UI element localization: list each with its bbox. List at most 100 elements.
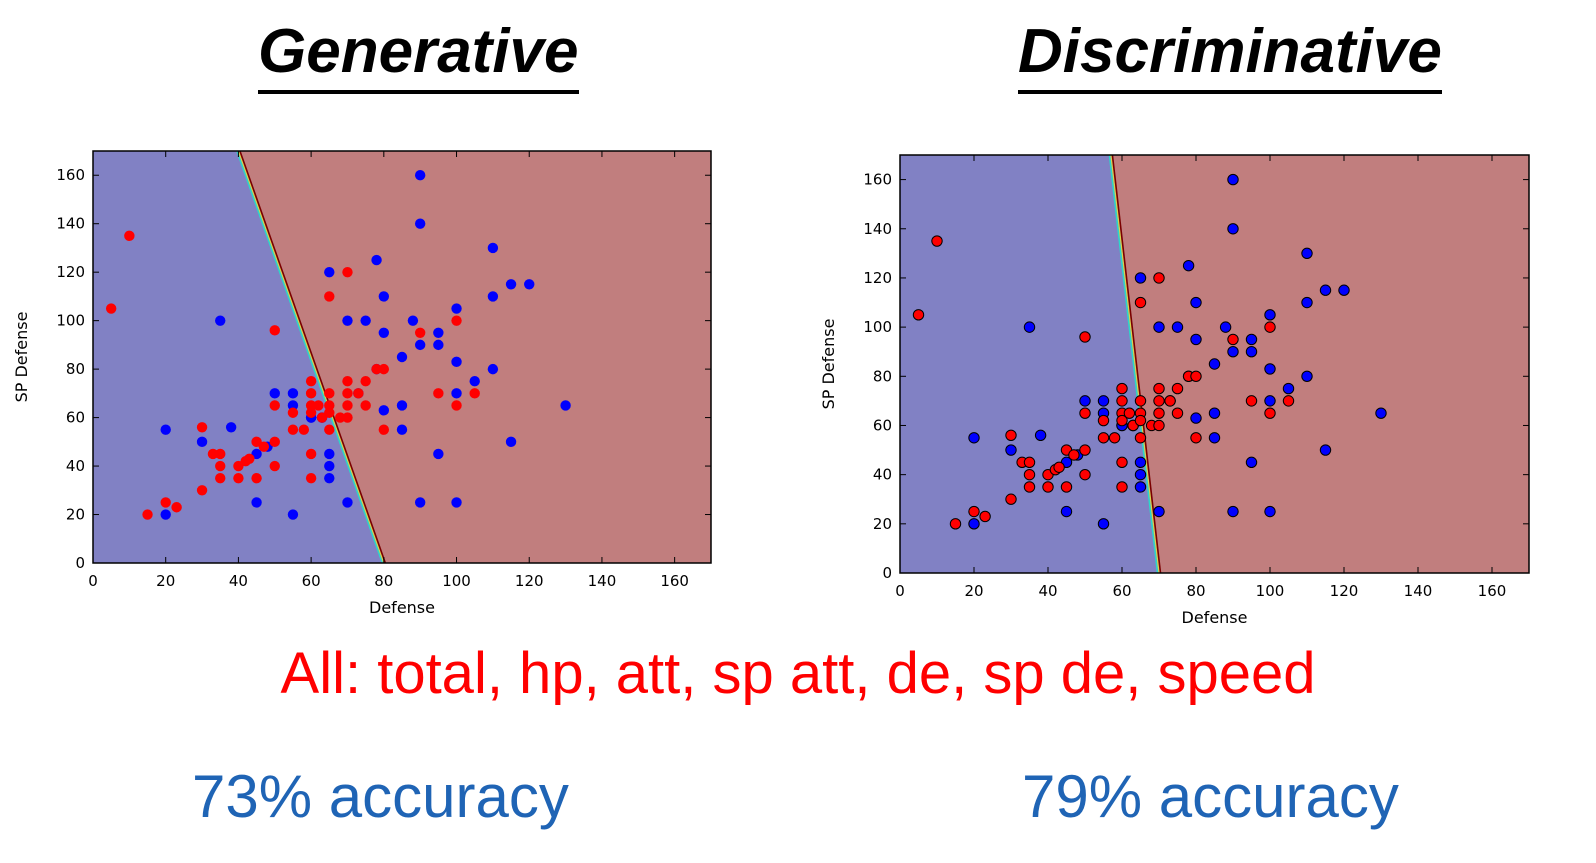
- class-red-point: [1116, 414, 1128, 427]
- class-red-point: [451, 400, 462, 411]
- class-red-point: [371, 363, 382, 375]
- class-blue-point: [1227, 223, 1239, 235]
- class-red-point: [378, 363, 390, 375]
- y-tick-label: 80: [66, 360, 85, 378]
- class-blue-point: [1375, 407, 1387, 419]
- class-red-point: [1134, 395, 1147, 407]
- class-blue-point: [1301, 370, 1313, 382]
- x-tick-label: 0: [88, 572, 98, 590]
- y-axis-label: SP Defense: [12, 312, 31, 403]
- y-tick-label: 0: [75, 554, 85, 572]
- region-class-red: [238, 151, 711, 563]
- y-tick-label: 60: [873, 416, 892, 434]
- class-red-point: [1227, 333, 1239, 346]
- x-tick-label: 40: [1038, 582, 1057, 600]
- class-blue-point: [378, 291, 390, 302]
- class-red-point: [414, 327, 426, 338]
- class-red-point: [360, 400, 371, 411]
- y-tick-label: 100: [863, 318, 892, 336]
- class-red-point: [342, 376, 353, 387]
- class-red-point: [1171, 382, 1184, 395]
- class-red-point: [1079, 407, 1091, 419]
- class-red-point: [1153, 395, 1165, 407]
- class-blue-point: [414, 339, 426, 351]
- class-blue-point: [1227, 505, 1239, 518]
- class-red-point: [912, 309, 925, 321]
- class-blue-point: [1319, 284, 1332, 296]
- class-red-point: [1097, 432, 1110, 444]
- class-blue-point: [215, 315, 226, 326]
- class-red-point: [931, 235, 943, 247]
- class-red-point: [269, 436, 280, 448]
- y-tick-label: 160: [56, 166, 85, 184]
- class-red-point: [269, 400, 280, 411]
- class-blue-point: [1153, 505, 1165, 518]
- class-red-point: [105, 303, 117, 314]
- decision-boundary-cyan: [1108, 155, 1159, 573]
- class-blue-point: [342, 315, 353, 326]
- class-blue-point: [1208, 358, 1221, 370]
- class-blue-point: [451, 497, 462, 508]
- x-tick-label: 40: [229, 572, 248, 590]
- class-blue-point: [1190, 412, 1202, 424]
- class-red-point: [1023, 456, 1036, 469]
- x-tick-label: 140: [1404, 582, 1433, 600]
- class-red-point: [1097, 414, 1110, 427]
- class-red-point: [378, 424, 390, 435]
- class-red-point: [342, 400, 353, 411]
- class-blue-point: [1097, 395, 1110, 407]
- class-red-point: [1264, 321, 1276, 333]
- class-red-point: [1068, 449, 1080, 461]
- class-blue-point: [287, 388, 299, 399]
- x-axis-label: Defense: [1182, 608, 1248, 627]
- class-blue-point: [1023, 321, 1036, 333]
- class-red-point: [342, 266, 353, 278]
- region-class-red: [1110, 155, 1529, 573]
- class-blue-point: [1134, 481, 1147, 493]
- y-tick-label: 160: [863, 171, 892, 189]
- class-red-point: [171, 502, 182, 513]
- x-tick-label: 100: [442, 572, 471, 590]
- class-blue-point: [1264, 309, 1276, 321]
- plot-frame: [92, 150, 712, 564]
- class-red-point: [949, 518, 962, 530]
- class-red-point: [1245, 395, 1258, 407]
- class-blue-point: [1134, 456, 1147, 469]
- class-blue-point: [505, 436, 517, 448]
- class-red-point: [160, 497, 171, 508]
- class-red-point: [215, 460, 226, 472]
- plot-frame: [899, 154, 1530, 574]
- class-blue-point: [360, 315, 371, 326]
- class-blue-point: [378, 405, 390, 416]
- decision-boundary-cyan: [236, 151, 384, 563]
- class-red-point: [1060, 481, 1073, 493]
- class-red-point: [244, 453, 255, 464]
- class-blue-point: [269, 388, 280, 399]
- class-red-point: [433, 388, 444, 399]
- class-red-point: [305, 448, 317, 460]
- class-red-point: [1153, 407, 1165, 419]
- x-tick-label: 60: [302, 572, 321, 590]
- class-red-point: [1282, 395, 1295, 407]
- y-tick-label: 120: [863, 269, 892, 287]
- class-blue-point: [1245, 333, 1258, 346]
- class-blue-point: [160, 424, 171, 435]
- class-blue-point: [1190, 333, 1202, 346]
- class-blue-point: [1338, 284, 1350, 296]
- class-blue-point: [287, 509, 299, 520]
- class-blue-point: [1264, 363, 1276, 375]
- class-red-point: [287, 424, 299, 435]
- class-red-point: [251, 472, 262, 484]
- discriminative-scatter-plot: 0 20 40 60 80 100 120 140 160 0 20 40 60 80 100 120 140 1…: [819, 154, 1530, 627]
- class-red-point: [968, 505, 980, 518]
- class-blue-point: [1301, 247, 1313, 260]
- class-red-point: [269, 325, 280, 336]
- class-red-point: [451, 315, 462, 326]
- class-blue-point: [1245, 456, 1258, 469]
- x-tick-label: 120: [515, 572, 544, 590]
- class-blue-point: [407, 315, 419, 326]
- class-red-point: [1116, 382, 1128, 395]
- class-blue-point: [342, 497, 353, 508]
- class-blue-point: [451, 388, 462, 399]
- y-tick-label: 140: [56, 215, 85, 233]
